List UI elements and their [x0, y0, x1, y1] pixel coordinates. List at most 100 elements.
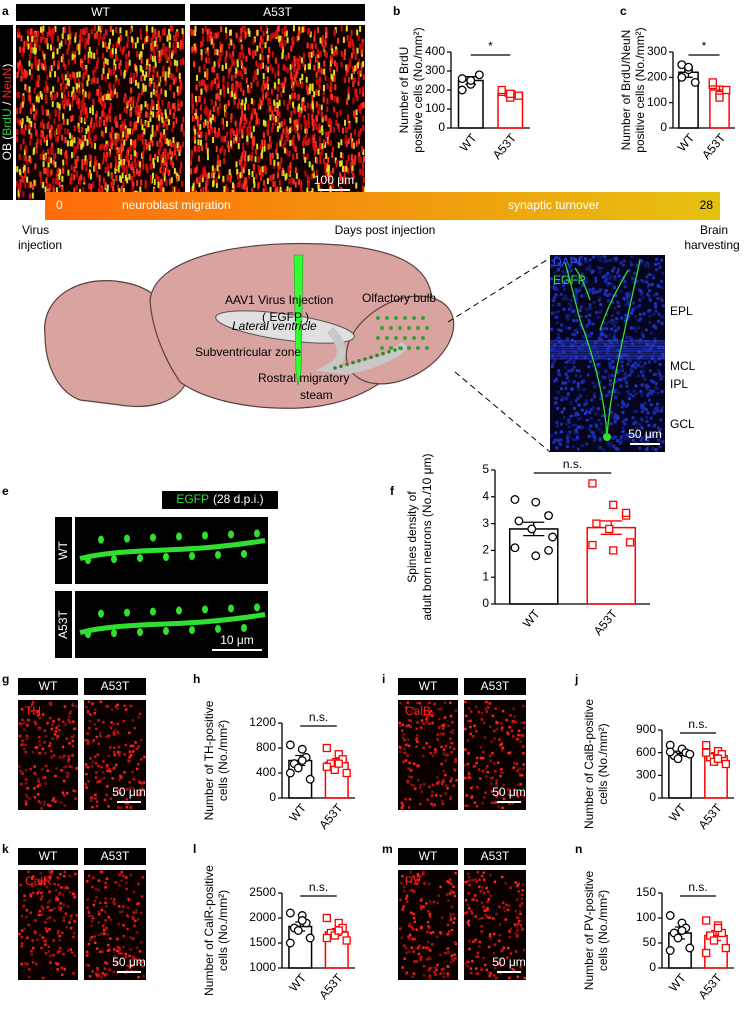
- speck: [216, 49, 218, 55]
- speck: [122, 125, 124, 131]
- speck: [465, 715, 468, 718]
- speck: [427, 947, 430, 950]
- speck: [444, 716, 447, 719]
- speck: [85, 786, 88, 789]
- speck: [257, 69, 259, 75]
- speck: [568, 425, 571, 428]
- speck: [625, 304, 628, 307]
- speck: [500, 743, 503, 746]
- speck: [479, 890, 482, 893]
- speck: [582, 388, 585, 391]
- speck: [319, 152, 321, 158]
- speck: [19, 47, 21, 53]
- speck: [92, 182, 94, 188]
- speck: [622, 430, 625, 433]
- speck: [331, 48, 333, 54]
- speck: [271, 110, 273, 116]
- speck: [642, 335, 645, 338]
- speck: [466, 794, 469, 797]
- speck: [143, 128, 145, 134]
- speck: [362, 61, 364, 67]
- speck: [218, 77, 220, 83]
- speck: [92, 877, 95, 880]
- speck: [501, 749, 504, 752]
- speck: [191, 93, 193, 99]
- speck: [581, 444, 584, 447]
- speck: [450, 777, 453, 780]
- speck: [47, 171, 49, 177]
- speck: [641, 383, 644, 386]
- speck: [432, 805, 435, 808]
- speck: [592, 291, 595, 294]
- speck: [475, 973, 478, 976]
- speck: [128, 51, 130, 57]
- speck: [617, 439, 620, 442]
- speck: [597, 407, 600, 410]
- speck: [415, 728, 418, 731]
- speck: [444, 774, 447, 777]
- speck: [132, 750, 135, 753]
- speck: [261, 47, 263, 53]
- speck: [451, 721, 454, 724]
- speck: [446, 787, 449, 790]
- speck: [114, 729, 117, 732]
- speck: [38, 728, 41, 731]
- speck: [614, 321, 617, 324]
- speck: [135, 80, 137, 86]
- speck: [49, 71, 51, 77]
- speck: [77, 143, 79, 149]
- speck: [109, 770, 112, 773]
- speck: [54, 71, 56, 77]
- speck: [240, 82, 242, 88]
- speck: [552, 360, 555, 363]
- bulb-dot: [376, 316, 380, 320]
- speck: [234, 99, 236, 105]
- speck: [439, 886, 442, 889]
- speck: [422, 946, 425, 949]
- y-tick-label: 200: [425, 82, 445, 96]
- speck: [500, 729, 503, 732]
- speck: [612, 445, 615, 448]
- speck: [634, 329, 637, 332]
- speck: [93, 904, 96, 907]
- speck: [416, 734, 419, 737]
- speck: [659, 418, 662, 421]
- data-point: [507, 90, 514, 97]
- speck: [351, 143, 353, 149]
- speck: [509, 751, 512, 754]
- speck: [439, 931, 442, 934]
- speck: [123, 140, 125, 146]
- speck: [567, 418, 570, 421]
- speck: [106, 144, 108, 150]
- rms-dot: [375, 354, 379, 358]
- scale-label: 50 μm: [492, 785, 526, 799]
- speck: [40, 132, 42, 138]
- speck: [606, 272, 609, 275]
- speck: [315, 43, 317, 49]
- speck: [617, 268, 620, 271]
- speck: [439, 795, 442, 798]
- speck: [42, 776, 45, 779]
- speck: [192, 104, 194, 110]
- speck: [139, 54, 141, 60]
- speck: [605, 327, 608, 330]
- speck: [328, 165, 330, 171]
- speck: [183, 131, 185, 137]
- speck: [474, 915, 477, 918]
- speck: [581, 409, 584, 412]
- speck: [607, 299, 610, 302]
- speck: [284, 31, 286, 37]
- speck: [449, 916, 452, 919]
- speck: [605, 394, 608, 397]
- speck: [465, 962, 468, 965]
- speck: [141, 124, 143, 130]
- speck: [312, 125, 314, 131]
- cell-band: [550, 345, 665, 347]
- speck: [309, 84, 311, 90]
- speck: [193, 45, 195, 51]
- speck: [35, 963, 38, 966]
- speck: [609, 383, 612, 386]
- speck: [338, 126, 340, 132]
- speck: [515, 910, 518, 913]
- speck: [212, 166, 214, 172]
